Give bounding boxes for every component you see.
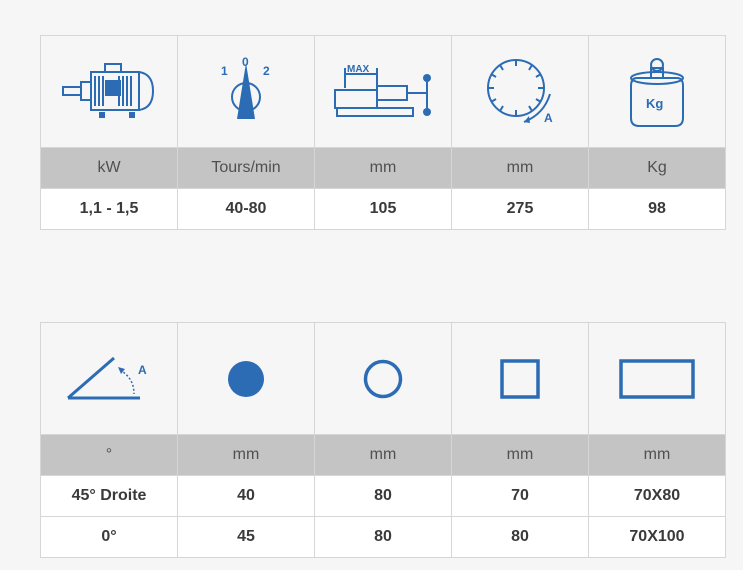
- value-angle: 0°: [40, 516, 178, 558]
- value-tube: 80: [314, 475, 452, 517]
- value-vise: 105: [314, 188, 452, 230]
- value-power: 1,1 - 1,5: [40, 188, 178, 230]
- machine-specs-table: 1 0 2 MAX: [40, 35, 726, 230]
- value-round: 40: [177, 475, 315, 517]
- unit-rectangle: mm: [588, 434, 726, 476]
- value-square: 80: [451, 516, 589, 558]
- unit-speed: Tours/min: [177, 147, 315, 189]
- vise-max-icon: MAX: [334, 64, 431, 117]
- value-rectangle: 70X80: [588, 475, 726, 517]
- tube-icon: [363, 359, 403, 398]
- value-row: 45° Droite 40 80 70 70X80: [40, 475, 726, 517]
- speed-selector-icon: 1 0 2: [221, 57, 270, 119]
- unit-round: mm: [177, 434, 315, 476]
- angle-label: A: [138, 363, 147, 377]
- value-blade: 275: [451, 188, 589, 230]
- value-rectangle: 70X100: [588, 516, 726, 558]
- unit-row: ° mm mm mm mm: [40, 434, 726, 476]
- cutting-capacity-table: A ° mm mm mm mm 45 °: [40, 322, 726, 558]
- weight-icon: Kg: [630, 57, 684, 127]
- unit-power: kW: [40, 147, 178, 189]
- value-weight: 98: [588, 188, 726, 230]
- selector-label-1: 1: [221, 64, 228, 78]
- selector-label-2: 2: [263, 64, 270, 78]
- value-angle: 45° Droite: [40, 475, 178, 517]
- unit-blade: mm: [451, 147, 589, 189]
- selector-label-0: 0: [242, 57, 249, 69]
- blade-icon-cell: A: [451, 35, 589, 148]
- value-speed: 40-80: [177, 188, 315, 230]
- round-bar-icon: [228, 360, 264, 397]
- icon-row: 1 0 2 MAX: [40, 35, 726, 148]
- icon-row: A: [40, 322, 726, 435]
- weight-icon-cell: Kg: [588, 35, 726, 148]
- unit-weight: Kg: [588, 147, 726, 189]
- unit-row: kW Tours/min mm mm Kg: [40, 147, 726, 189]
- value-tube: 80: [314, 516, 452, 558]
- square-icon: [500, 358, 540, 399]
- rectangle-icon: [619, 358, 695, 399]
- round-bar-icon-cell: [177, 322, 315, 435]
- value-round: 45: [177, 516, 315, 558]
- value-row: 1,1 - 1,5 40-80 105 275 98: [40, 188, 726, 230]
- tube-icon-cell: [314, 322, 452, 435]
- square-icon-cell: [451, 322, 589, 435]
- angle-icon: A: [67, 356, 147, 399]
- saw-blade-icon: A: [487, 58, 553, 125]
- speed-icon-cell: 1 0 2: [177, 35, 315, 148]
- blade-angle-label: A: [544, 111, 553, 125]
- vise-max-label: MAX: [347, 64, 370, 75]
- angle-icon-cell: A: [40, 322, 178, 435]
- rectangle-icon-cell: [588, 322, 726, 435]
- unit-vise: mm: [314, 147, 452, 189]
- unit-angle: °: [40, 434, 178, 476]
- power-icon-cell: [40, 35, 178, 148]
- unit-square: mm: [451, 434, 589, 476]
- vise-icon-cell: MAX: [314, 35, 452, 148]
- motor-icon: [62, 62, 155, 118]
- value-row: 0° 45 80 80 70X100: [40, 516, 726, 558]
- weight-kg-label: Kg: [646, 96, 663, 111]
- value-square: 70: [451, 475, 589, 517]
- unit-tube: mm: [314, 434, 452, 476]
